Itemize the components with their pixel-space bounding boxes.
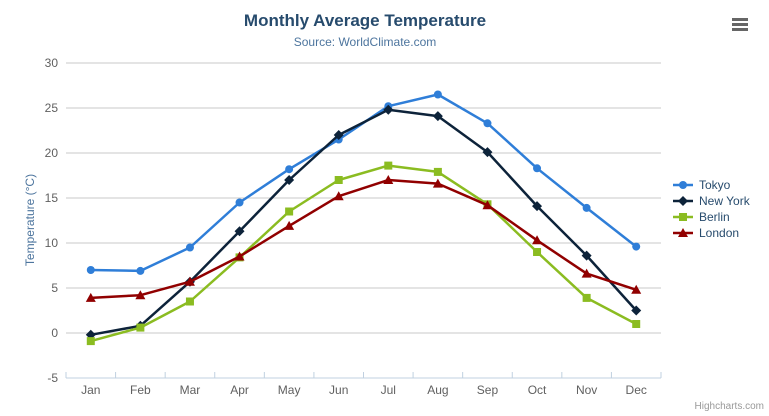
x-axis-label: May [278,383,301,397]
data-point-london[interactable] [184,276,195,286]
series-line-london [89,178,638,300]
data-point-berlin[interactable] [632,320,641,328]
legend-symbol-diamond-icon [673,196,693,206]
data-point-london[interactable] [333,191,344,201]
data-point-new-york[interactable] [234,226,245,237]
highcharts-credit[interactable]: Highcharts.com [694,401,764,412]
data-point-new-york[interactable] [432,111,443,122]
y-axis-label: 5 [51,281,58,295]
data-point-london[interactable] [482,200,493,210]
data-point-tokyo[interactable] [433,90,442,99]
data-point-berlin[interactable] [433,167,442,176]
series-line-new-york [89,108,638,337]
data-point-london[interactable] [85,292,96,302]
legend-item-tokyo[interactable]: Tokyo [672,177,750,193]
data-point-new-york[interactable] [532,201,543,212]
data-point-tokyo[interactable] [582,203,591,212]
data-point-berlin[interactable] [384,161,393,170]
legend-label: Tokyo [699,178,731,192]
x-axis-label: Apr [230,383,249,397]
y-axis-label: 0 [51,326,58,340]
y-axis-label: 10 [45,236,59,250]
data-point-london[interactable] [581,268,592,278]
x-axis-label: Oct [528,383,547,397]
series-line-tokyo [89,93,638,273]
data-point-new-york[interactable] [581,250,592,261]
hamburger-icon [732,17,750,31]
data-point-berlin[interactable] [136,323,145,332]
data-point-london[interactable] [284,220,295,230]
chart-title: Monthly Average Temperature [243,11,487,30]
x-axis-label: Feb [130,383,151,397]
legend: Tokyo New York Berlin London [672,177,750,241]
data-point-tokyo[interactable] [285,165,294,174]
data-point-tokyo[interactable] [86,266,95,274]
x-axis-label: Jul [381,383,396,397]
data-point-london[interactable] [532,235,543,245]
data-point-berlin[interactable] [582,293,591,302]
data-point-tokyo[interactable] [185,243,194,252]
y-axis-title: Temperature (°C) [23,173,37,267]
data-point-new-york[interactable] [383,104,394,115]
x-axis-label: Dec [626,383,647,397]
legend-label: New York [699,194,750,208]
legend-symbol-square-icon [673,213,693,221]
chart-subtitle: Source: WorldClimate.com [293,35,437,49]
chart-context-menu-button[interactable] [730,15,752,35]
legend-label: London [699,226,740,240]
legend-symbol-triangle-icon [673,228,693,237]
series-line-berlin [89,164,638,343]
data-point-berlin[interactable] [334,176,343,184]
data-point-tokyo[interactable] [136,266,145,275]
data-point-london[interactable] [234,251,245,261]
legend-symbol-circle-icon [673,181,693,189]
y-axis-label: 25 [45,101,59,115]
x-axis-label: Jan [81,383,100,397]
legend-item-london[interactable]: London [672,225,750,241]
x-axis-label: Aug [427,383,448,397]
data-point-new-york[interactable] [631,305,642,316]
data-point-london[interactable] [135,290,146,300]
y-axis-label: 15 [45,191,59,205]
data-point-berlin[interactable] [185,297,194,306]
x-axis-label: Nov [576,383,597,397]
data-point-berlin[interactable] [533,248,542,256]
data-point-london[interactable] [631,284,642,294]
data-point-london[interactable] [432,178,443,188]
data-point-berlin[interactable] [86,337,95,346]
data-point-tokyo[interactable] [235,198,244,207]
legend-item-berlin[interactable]: Berlin [672,209,750,225]
y-axis-label: 20 [45,146,59,160]
data-point-tokyo[interactable] [632,242,641,251]
data-point-new-york[interactable] [482,147,493,158]
y-axis-label: 30 [45,56,59,70]
data-point-tokyo[interactable] [533,164,542,173]
x-axis-label: Sep [477,383,499,397]
data-point-new-york[interactable] [284,175,295,185]
legend-item-new-york[interactable]: New York [672,193,750,209]
x-axis-label: Mar [180,383,201,397]
data-point-new-york[interactable] [333,130,344,140]
y-axis-label: -5 [47,371,58,385]
legend-label: Berlin [699,210,730,224]
data-point-tokyo[interactable] [483,119,492,128]
data-point-london[interactable] [383,175,394,184]
data-point-berlin[interactable] [285,207,294,216]
x-axis-label: Jun [329,383,348,397]
